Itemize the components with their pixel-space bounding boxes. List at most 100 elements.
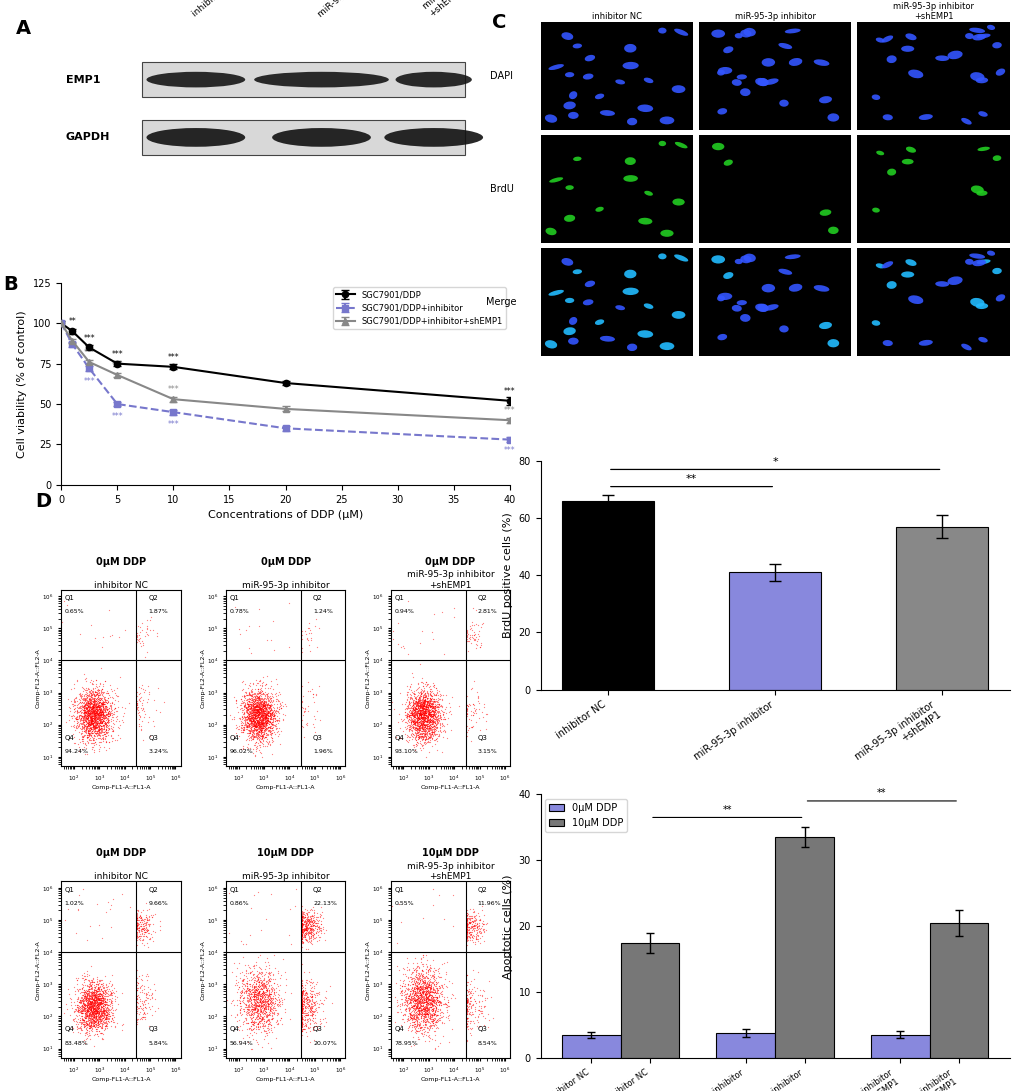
- Point: [82, 704, 98, 721]
- Point: [250, 690, 266, 707]
- Point: [412, 686, 428, 704]
- Point: [296, 915, 312, 933]
- Point: [403, 981, 419, 998]
- Point: [68, 971, 85, 988]
- Point: [424, 705, 440, 722]
- Point: [90, 982, 106, 999]
- Point: [425, 982, 441, 999]
- Point: [90, 1015, 106, 1032]
- Point: [413, 703, 429, 720]
- Point: [92, 692, 108, 709]
- Point: [253, 1023, 269, 1041]
- Point: [419, 978, 435, 995]
- Point: [420, 723, 436, 741]
- Point: [259, 719, 275, 736]
- Point: [410, 999, 426, 1017]
- Point: [411, 980, 427, 997]
- Point: [427, 988, 443, 1006]
- Point: [89, 682, 105, 699]
- Point: [88, 695, 104, 712]
- Point: [396, 996, 413, 1014]
- Ellipse shape: [564, 215, 575, 221]
- Point: [411, 1002, 427, 1019]
- Point: [92, 992, 108, 1009]
- Point: [248, 724, 264, 742]
- Point: [77, 703, 94, 720]
- Point: [87, 1000, 103, 1018]
- Point: [73, 1002, 90, 1019]
- Point: [414, 702, 430, 719]
- Point: [88, 991, 104, 1008]
- Point: [130, 999, 147, 1017]
- Point: [420, 1012, 436, 1030]
- Point: [77, 1005, 94, 1022]
- Point: [81, 987, 97, 1005]
- Point: [431, 707, 447, 724]
- Point: [404, 707, 420, 724]
- Point: [251, 707, 267, 724]
- Point: [412, 706, 428, 723]
- Point: [70, 719, 87, 736]
- Point: [250, 724, 266, 742]
- Point: [84, 983, 100, 1000]
- Point: [76, 702, 93, 719]
- Point: [463, 680, 479, 697]
- Point: [78, 1019, 95, 1036]
- Point: [429, 707, 445, 724]
- Point: [139, 620, 155, 637]
- Point: [248, 993, 264, 1010]
- Point: [86, 1038, 102, 1055]
- Point: [85, 703, 101, 720]
- Point: [84, 988, 100, 1006]
- Point: [413, 710, 429, 728]
- Point: [85, 731, 101, 748]
- Point: [69, 703, 86, 720]
- Point: [412, 1019, 428, 1036]
- Point: [298, 918, 314, 935]
- Point: [459, 910, 475, 927]
- Point: [271, 991, 287, 1008]
- Point: [78, 1000, 95, 1018]
- Point: [135, 996, 151, 1014]
- Point: [434, 1003, 450, 1020]
- Text: 1.96%: 1.96%: [313, 748, 332, 754]
- Point: [459, 1000, 475, 1018]
- Point: [425, 707, 441, 724]
- Point: [395, 996, 412, 1014]
- Point: [470, 927, 486, 945]
- Point: [297, 1010, 313, 1028]
- Point: [86, 1003, 102, 1020]
- Point: [425, 700, 441, 718]
- Point: [416, 684, 432, 702]
- Point: [412, 986, 428, 1004]
- Point: [261, 710, 277, 728]
- Point: [72, 1002, 89, 1019]
- Point: [94, 990, 110, 1007]
- Point: [95, 693, 111, 710]
- Point: [298, 918, 314, 935]
- Point: [250, 688, 266, 706]
- Ellipse shape: [763, 79, 777, 85]
- Point: [472, 934, 488, 951]
- Point: [424, 682, 440, 699]
- Point: [260, 1006, 276, 1023]
- Point: [403, 1009, 419, 1027]
- Point: [103, 985, 119, 1003]
- Point: [428, 1007, 444, 1024]
- Point: [305, 1012, 321, 1030]
- Point: [425, 978, 441, 995]
- Point: [429, 980, 445, 997]
- Point: [82, 706, 98, 723]
- Point: [272, 967, 288, 984]
- Point: [242, 729, 258, 746]
- Point: [404, 664, 420, 682]
- Point: [93, 975, 109, 993]
- Point: [82, 703, 98, 720]
- Point: [270, 1005, 286, 1022]
- Point: [83, 996, 99, 1014]
- Point: [407, 729, 423, 746]
- Point: [83, 693, 99, 710]
- Point: [415, 704, 431, 721]
- Point: [403, 714, 419, 731]
- Point: [265, 693, 281, 710]
